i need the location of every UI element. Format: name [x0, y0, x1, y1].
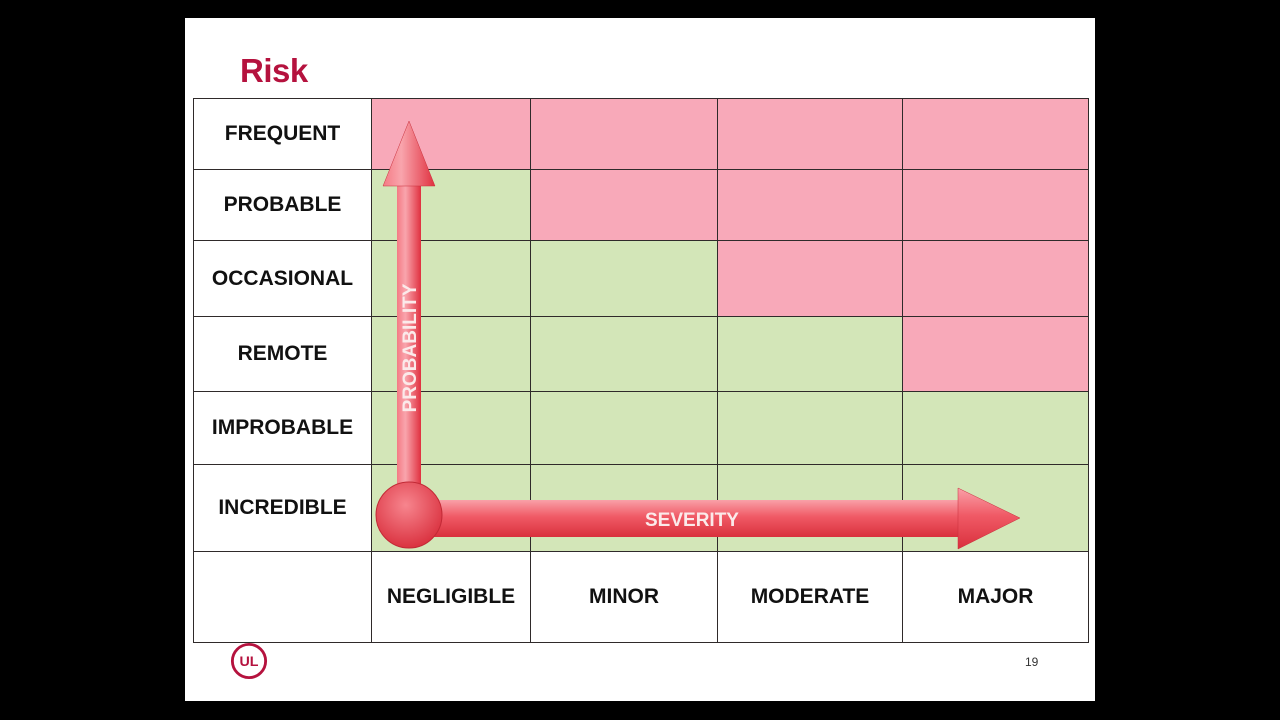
col-label-major: MAJOR	[902, 551, 1089, 643]
slide-title: Risk	[240, 52, 308, 89]
cell-remote-negligible	[371, 316, 531, 392]
row-label-frequent: FREQUENT	[193, 98, 372, 170]
cell-incredible-negligible	[371, 464, 531, 552]
cell-improbable-moderate	[717, 391, 903, 465]
cell-frequent-major	[902, 98, 1089, 170]
cell-improbable-minor	[530, 391, 718, 465]
row-label-probable: PROBABLE	[193, 169, 372, 241]
cell-occasional-moderate	[717, 240, 903, 317]
cell-probable-negligible	[371, 169, 531, 241]
row-label-improbable: IMPROBABLE	[193, 391, 372, 465]
col-label-minor: MINOR	[530, 551, 718, 643]
cell-improbable-major	[902, 391, 1089, 465]
cell-frequent-negligible	[371, 98, 531, 170]
cell-remote-moderate	[717, 316, 903, 392]
cell-probable-minor	[530, 169, 718, 241]
col-label-moderate: MODERATE	[717, 551, 903, 643]
cell-occasional-negligible	[371, 240, 531, 317]
cell-incredible-moderate	[717, 464, 903, 552]
cell-frequent-minor	[530, 98, 718, 170]
risk-matrix: FREQUENT PROBABLE OCCASIONAL REMOTE	[193, 98, 1089, 643]
row-label-incredible: INCREDIBLE	[193, 464, 372, 552]
cell-remote-major	[902, 316, 1089, 392]
page-number: 19	[1025, 655, 1039, 669]
row-label-occasional: OCCASIONAL	[193, 240, 372, 317]
corner-cell	[193, 551, 372, 643]
cell-remote-minor	[530, 316, 718, 392]
ul-logo-icon: UL	[230, 642, 268, 680]
cell-incredible-minor	[530, 464, 718, 552]
cell-occasional-major	[902, 240, 1089, 317]
cell-occasional-minor	[530, 240, 718, 317]
cell-frequent-moderate	[717, 98, 903, 170]
cell-incredible-major	[902, 464, 1089, 552]
cell-improbable-negligible	[371, 391, 531, 465]
slide: Risk FREQUENT PROBABLE OCCASIONAL RE	[185, 18, 1095, 701]
col-label-negligible: NEGLIGIBLE	[371, 551, 531, 643]
cell-probable-major	[902, 169, 1089, 241]
cell-probable-moderate	[717, 169, 903, 241]
row-label-remote: REMOTE	[193, 316, 372, 392]
ul-logo-text: UL	[240, 654, 259, 670]
